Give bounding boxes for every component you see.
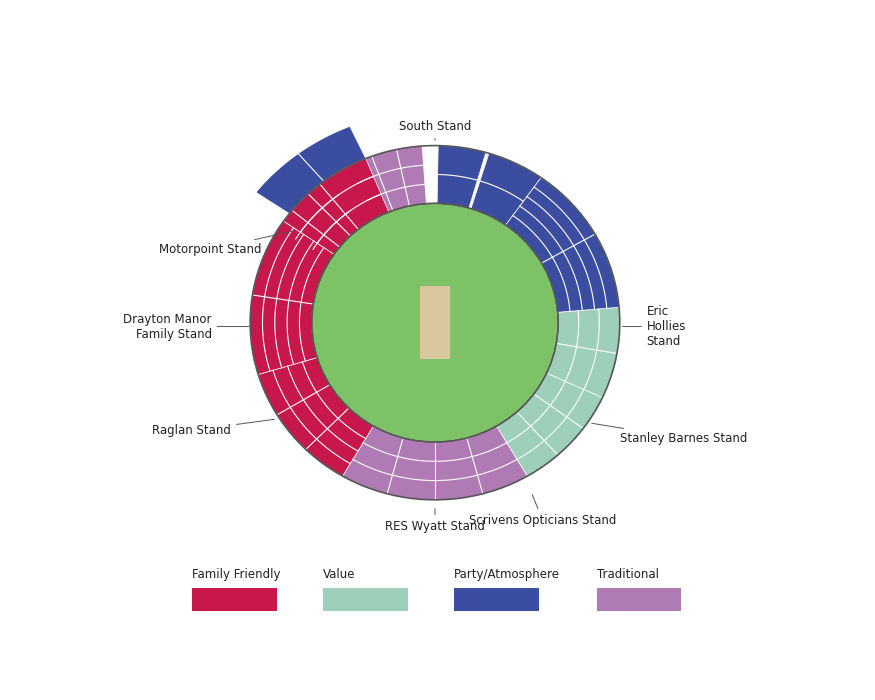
Bar (192, 588, 277, 612)
Text: Raglan Stand: Raglan Stand (152, 419, 275, 437)
Text: Eric
Hollies
Stand: Eric Hollies Stand (622, 305, 686, 348)
Ellipse shape (312, 203, 558, 442)
Polygon shape (497, 373, 603, 476)
Text: Value: Value (324, 568, 356, 581)
Text: South Stand: South Stand (399, 120, 471, 140)
Polygon shape (348, 146, 426, 217)
Polygon shape (438, 146, 486, 208)
Text: RES Wyatt Stand: RES Wyatt Stand (385, 509, 485, 533)
Text: Party/Atmosphere: Party/Atmosphere (454, 568, 560, 581)
Bar (324, 588, 408, 612)
Polygon shape (284, 158, 388, 254)
Polygon shape (258, 358, 374, 476)
Text: Stanley Barnes Stand: Stanley Barnes Stand (592, 424, 747, 444)
Bar (597, 588, 682, 612)
Polygon shape (471, 153, 541, 225)
Polygon shape (506, 178, 619, 312)
Polygon shape (547, 307, 620, 398)
Text: Family Friendly: Family Friendly (192, 568, 281, 581)
Polygon shape (256, 127, 366, 214)
Text: Traditional: Traditional (597, 568, 659, 581)
Text: Motorpoint Stand: Motorpoint Stand (159, 231, 294, 256)
Bar (420, 286, 450, 359)
Text: Scrivens Opticians Stand: Scrivens Opticians Stand (469, 495, 617, 527)
Polygon shape (250, 221, 334, 374)
Bar (454, 588, 539, 612)
Polygon shape (343, 426, 528, 500)
Polygon shape (278, 179, 362, 260)
Text: Drayton Manor
Family Stand: Drayton Manor Family Stand (123, 312, 248, 341)
Ellipse shape (250, 146, 620, 500)
